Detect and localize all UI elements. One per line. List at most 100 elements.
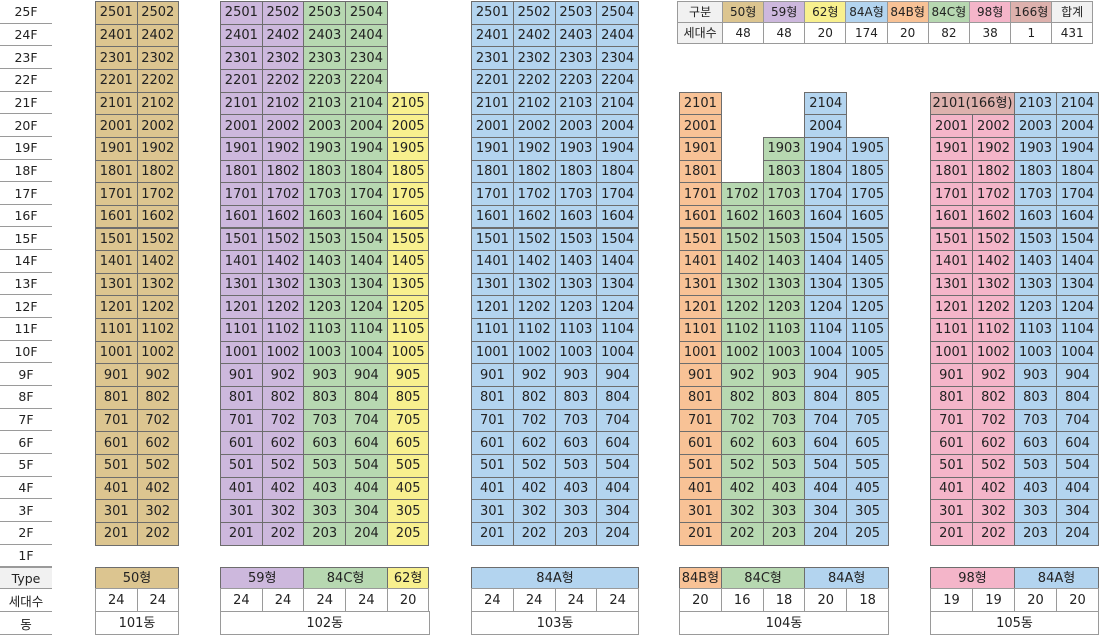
unit-cell: 1005 (386, 340, 430, 365)
unit-cell: 2001 (220, 114, 263, 138)
unit-cell: 1601 (95, 204, 138, 229)
unit-cell: 1401 (220, 250, 263, 274)
unit-cell: 702 (512, 408, 556, 433)
unit-cell: 303 (554, 499, 598, 523)
unit-cell: 202 (972, 521, 1015, 546)
floor-label: 24F (0, 24, 52, 47)
unit-cell: 502 (972, 454, 1015, 478)
unit-cell: 402 (261, 476, 305, 501)
unit-cell: 804 (345, 386, 388, 410)
unit-cell: 1703 (303, 182, 347, 206)
unit-cell: 604 (345, 431, 388, 455)
households-count: 24 (471, 588, 514, 612)
unit-cell: 2404 (345, 23, 388, 48)
unit-cell: 2501 (220, 1, 263, 25)
unit-cell: 2402 (136, 23, 179, 48)
unit-cell: 601 (471, 431, 514, 455)
unit-cell: 1503 (554, 227, 598, 252)
unit-cell: 1802 (512, 159, 556, 184)
unit-cell: 1702 (972, 182, 1015, 206)
unit-cell: 404 (345, 476, 388, 501)
type-label: 84C형 (303, 567, 388, 589)
summary-value: 48 (763, 22, 806, 44)
unit-cell: 301 (930, 499, 973, 523)
unit-cell: 801 (220, 386, 263, 410)
summary-header: 166형 (1010, 1, 1053, 23)
unit-cell: 1404 (345, 250, 388, 274)
unit-cell: 1402 (972, 250, 1015, 274)
unit-cell: 1803 (762, 159, 806, 184)
unit-cell: 904 (804, 363, 848, 388)
unit-cell: 202 (512, 521, 556, 546)
unit-cell: 2103 (1014, 91, 1057, 116)
unit-cell: 701 (220, 408, 263, 433)
unit-cell: 801 (95, 386, 138, 410)
unit-cell: 1702 (512, 182, 556, 206)
summary-header: 구분 (677, 1, 724, 23)
unit-cell: 1304 (345, 272, 388, 297)
unit-cell: 404 (596, 476, 639, 501)
unit-cell: 1402 (720, 250, 764, 274)
unit-cell: 2201 (220, 68, 263, 93)
unit-cell: 1405 (386, 250, 430, 274)
floor-label: 16F (0, 205, 52, 228)
unit-cell: 1302 (512, 272, 556, 297)
unit-cell: 1303 (303, 272, 347, 297)
unit-cell: 1002 (136, 340, 179, 365)
unit-cell: 705 (846, 408, 889, 433)
unit-cell: 1605 (386, 204, 430, 229)
unit-cell: 1205 (386, 295, 430, 320)
unit-cell: 505 (846, 454, 889, 478)
unit-cell: 504 (596, 454, 639, 478)
households-count: 24 (261, 588, 305, 612)
unit-cell: 402 (720, 476, 764, 501)
unit-cell: 1901 (95, 136, 138, 161)
unit-cell: 403 (762, 476, 806, 501)
unit-cell: 1902 (136, 136, 179, 161)
unit-cell: 305 (846, 499, 889, 523)
unit-cell: 1004 (804, 340, 848, 365)
unit-cell: 1502 (512, 227, 556, 252)
unit-cell: 703 (554, 408, 598, 433)
unit-cell: 1905 (846, 136, 889, 161)
unit-cell: 1102 (720, 318, 764, 342)
unit-cell: 803 (762, 386, 806, 410)
unit-cell: 1504 (804, 227, 848, 252)
unit-cell: 1004 (596, 340, 639, 365)
unit-cell: 1604 (345, 204, 388, 229)
unit-cell: 302 (720, 499, 764, 523)
unit-cell: 1502 (261, 227, 305, 252)
unit-cell: 402 (512, 476, 556, 501)
summary-value: 20 (804, 22, 847, 44)
unit-cell: 2201 (471, 68, 514, 93)
unit-cell: 1204 (804, 295, 848, 320)
unit-cell: 703 (762, 408, 806, 433)
summary-header: 50형 (722, 1, 765, 23)
unit-cell: 1603 (303, 204, 347, 229)
unit-cell: 1603 (1014, 204, 1057, 229)
unit-cell: 1102 (261, 318, 305, 342)
unit-cell: 904 (596, 363, 639, 388)
floor-label: 11F (0, 318, 52, 341)
summary-header: 98형 (969, 1, 1012, 23)
unit-cell: 1103 (554, 318, 598, 342)
floor-label: 14F (0, 250, 52, 273)
unit-cell: 1703 (554, 182, 598, 206)
unit-cell: 1002 (720, 340, 764, 365)
unit-cell: 901 (95, 363, 138, 388)
type-label: 59형 (220, 567, 305, 589)
unit-cell: 2102 (261, 91, 305, 116)
unit-cell: 2003 (303, 114, 347, 138)
unit-cell: 803 (1014, 386, 1057, 410)
unit-cell: 1401 (930, 250, 973, 274)
unit-cell: 805 (846, 386, 889, 410)
unit-cell: 1801 (95, 159, 138, 184)
unit-cell: 202 (261, 521, 305, 546)
households-count: 24 (220, 588, 263, 612)
unit-cell: 401 (679, 476, 722, 501)
unit-cell: 1301 (679, 272, 722, 297)
unit-cell: 1801 (471, 159, 514, 184)
unit-cell: 504 (804, 454, 848, 478)
unit-cell: 2105 (386, 91, 430, 116)
households-count: 24 (95, 588, 138, 612)
